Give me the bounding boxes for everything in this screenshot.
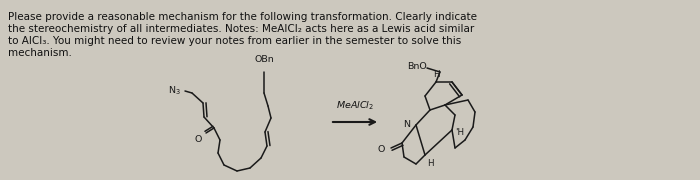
Text: MeAlCl$_2$: MeAlCl$_2$ bbox=[336, 100, 374, 112]
Text: Please provide a reasonable mechanism for the following transformation. Clearly : Please provide a reasonable mechanism fo… bbox=[8, 12, 477, 22]
Text: H: H bbox=[433, 70, 440, 79]
Text: to AlCl₃. You might need to review your notes from earlier in the semester to so: to AlCl₃. You might need to review your … bbox=[8, 36, 461, 46]
Text: O: O bbox=[377, 145, 385, 154]
Text: OBn: OBn bbox=[254, 55, 274, 64]
Text: mechanism.: mechanism. bbox=[8, 48, 72, 58]
Text: N: N bbox=[403, 120, 410, 129]
Text: N$_3$: N$_3$ bbox=[168, 85, 181, 97]
Text: BnO: BnO bbox=[407, 62, 427, 71]
Text: 'H: 'H bbox=[455, 128, 464, 137]
Text: the stereochemistry of all intermediates. Notes: MeAlCl₂ acts here as a Lewis ac: the stereochemistry of all intermediates… bbox=[8, 24, 475, 34]
Text: O: O bbox=[195, 135, 202, 144]
Text: H: H bbox=[427, 159, 433, 168]
